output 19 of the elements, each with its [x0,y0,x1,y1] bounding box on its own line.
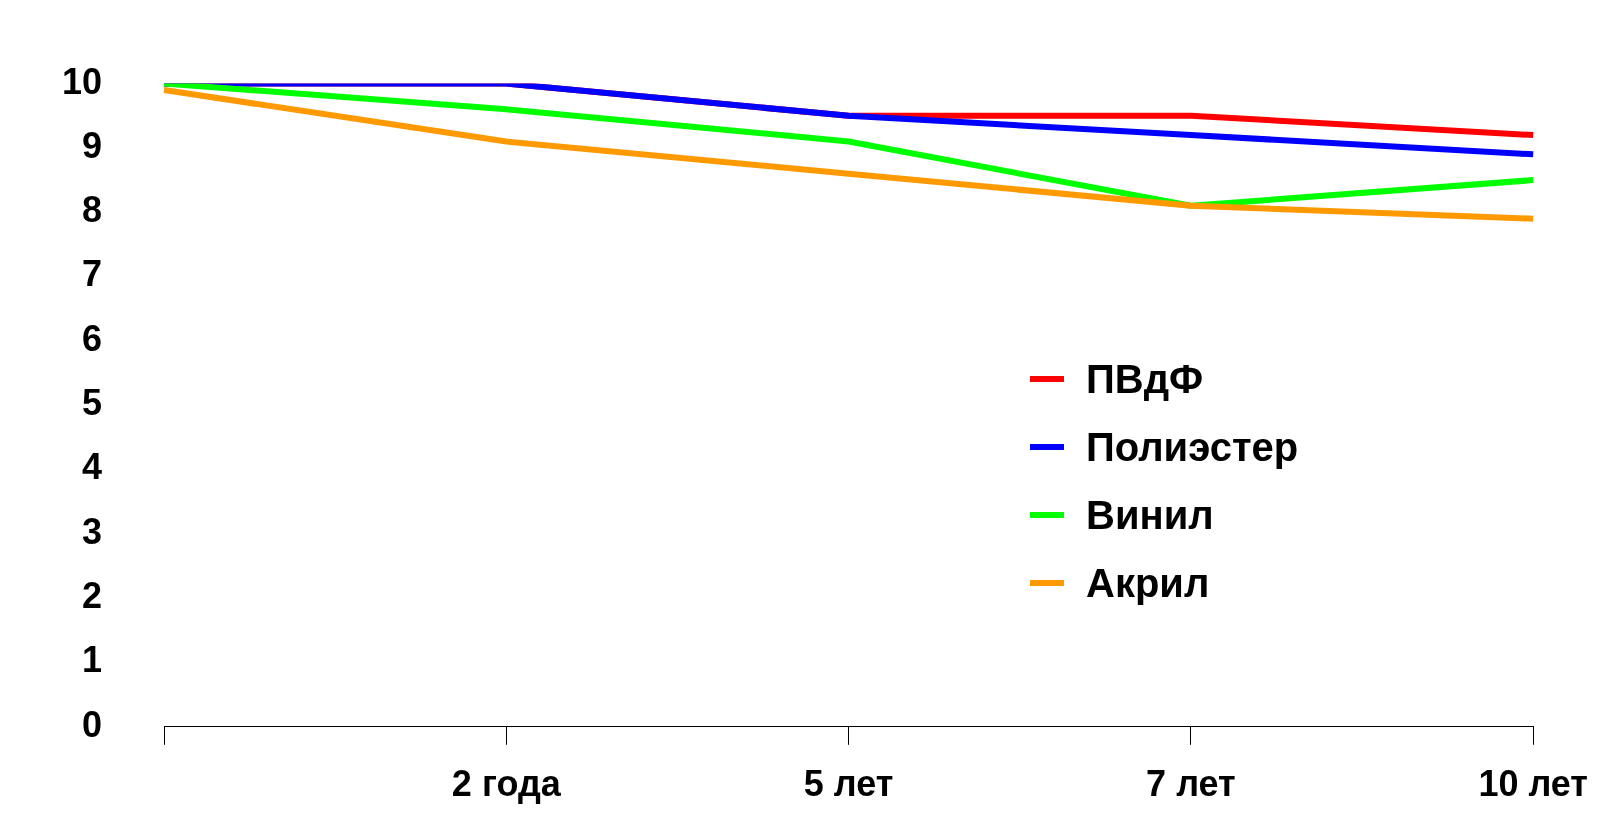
y-tick-label: 7 [82,253,103,295]
legend-label: Винил [1086,492,1214,538]
x-tick-label: 5 лет [803,763,894,805]
legend-label: Акрил [1086,560,1210,606]
y-tick-label: 9 [82,124,103,166]
legend-label: Полиэстер [1086,424,1299,470]
y-tick-label: 8 [82,189,103,231]
legend-label: ПВдФ [1086,356,1204,402]
y-tick-label: 2 [82,575,103,617]
y-tick-label: 1 [82,639,103,681]
x-tick-label: 7 лет [1146,763,1236,805]
y-tick-label: 5 [82,382,103,424]
y-tick-label: 0 [82,703,103,745]
x-tick-label: 2 года [451,763,562,805]
y-tick-label: 4 [82,446,103,488]
y-tick-label: 3 [82,510,103,552]
y-tick-label: 6 [82,317,103,359]
x-tick-label: 10 лет [1478,763,1588,805]
y-tick-label: 10 [62,60,103,102]
